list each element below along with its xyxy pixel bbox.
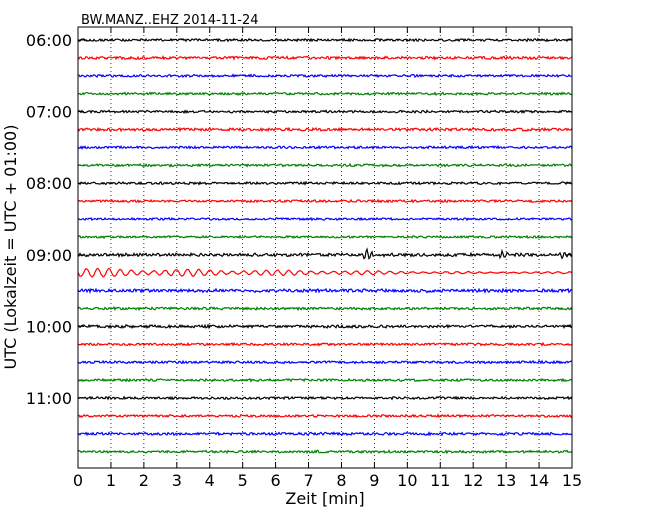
tick-group: 0 1 2 3 4 5 6 7 8 9 10 11 12 13 14 1506:0007:0008:0009:… <box>26 27 582 490</box>
trace-0645 <box>77 91 573 97</box>
trace-1130 <box>77 431 573 437</box>
trace-0830 <box>78 216 573 222</box>
x-tick-label-2: 2 <box>139 471 149 490</box>
x-tick-label-8: 8 <box>336 471 346 490</box>
trace-0600 <box>78 37 573 43</box>
x-tick-label-15: 15 <box>562 471 582 490</box>
trace-0945 <box>77 305 573 312</box>
y-tick-label-0800: 08:00 <box>26 174 72 193</box>
trace-1145 <box>77 449 573 455</box>
x-tick-label-14: 14 <box>529 471 549 490</box>
trace-0815 <box>77 198 573 204</box>
trace-0800 <box>77 180 573 186</box>
x-tick-label-1: 1 <box>106 471 116 490</box>
y-tick-label-1000: 10:00 <box>26 317 72 336</box>
y-axis-label: UTC (Lokalzeit = UTC + 01:00) <box>1 125 20 370</box>
trace-1030 <box>77 359 572 365</box>
trace-0715 <box>77 126 573 133</box>
chart-title: BW.MANZ..EHZ 2014-11-24 <box>81 13 259 28</box>
x-tick-label-7: 7 <box>303 471 313 490</box>
trace-1115 <box>77 413 573 419</box>
y-tick-label-1100: 11:00 <box>26 389 72 408</box>
y-tick-label-0600: 06:00 <box>26 31 72 50</box>
plot-frame <box>77 26 573 469</box>
x-tick-label-10: 10 <box>397 471 417 490</box>
trace-0700 <box>77 109 573 115</box>
y-tick-label-0900: 09:00 <box>26 246 72 265</box>
trace-0630 <box>77 73 573 79</box>
x-axis-label: Zeit [min] <box>285 489 364 508</box>
trace-1000 <box>77 323 573 330</box>
trace-1015 <box>77 341 573 347</box>
trace-group <box>77 37 573 455</box>
trace-0745 <box>77 162 573 168</box>
trace-0915 <box>77 267 573 278</box>
x-tick-label-9: 9 <box>369 471 379 490</box>
x-tick-label-13: 13 <box>496 471 516 490</box>
x-tick-label-11: 11 <box>430 471 450 490</box>
x-tick-label-4: 4 <box>205 471 215 490</box>
x-tick-label-0: 0 <box>73 471 83 490</box>
x-tick-label-5: 5 <box>238 471 248 490</box>
trace-0615 <box>77 55 573 61</box>
trace-0845 <box>77 234 573 240</box>
trace-0730 <box>77 144 573 150</box>
trace-1045 <box>77 377 573 383</box>
y-tick-label-0700: 07:00 <box>26 103 72 122</box>
trace-0930 <box>77 287 573 295</box>
grid-lines <box>110 27 540 468</box>
x-tick-label-6: 6 <box>271 471 281 490</box>
x-tick-label-3: 3 <box>172 471 182 490</box>
trace-1100 <box>77 395 573 401</box>
trace-0900 <box>77 247 573 260</box>
x-tick-label-12: 12 <box>463 471 483 490</box>
